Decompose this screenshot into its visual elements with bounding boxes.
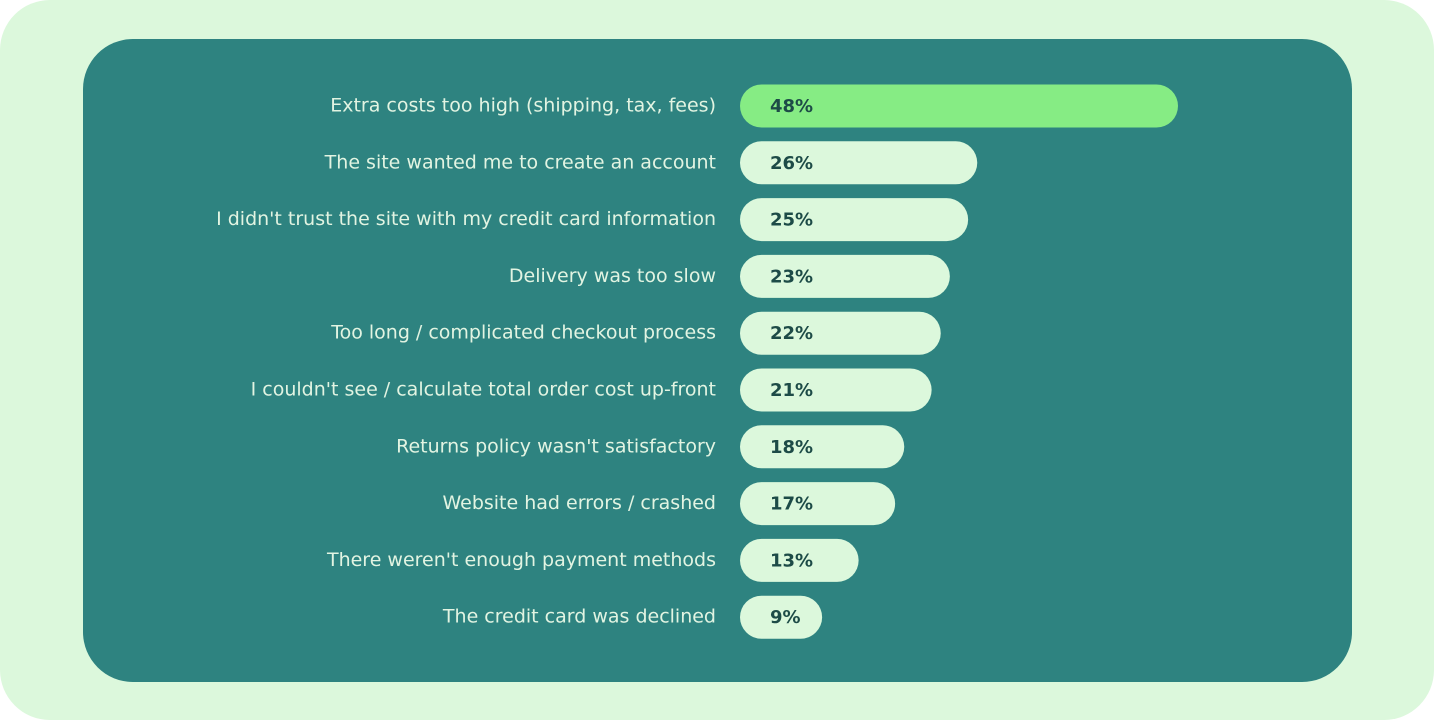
category-label: I didn't trust the site with my credit c… (216, 208, 716, 230)
value-label: 17% (770, 494, 813, 515)
bar (740, 141, 978, 185)
value-label: 21% (770, 380, 813, 401)
bar (740, 311, 941, 355)
bar (740, 198, 969, 242)
category-label: Extra costs too high (shipping, tax, fee… (330, 95, 716, 117)
value-label: 22% (770, 323, 813, 344)
category-label: There weren't enough payment methods (326, 549, 716, 571)
category-label: Too long / complicated checkout process (330, 322, 716, 344)
value-label: 13% (770, 550, 813, 571)
value-label: 18% (770, 437, 813, 458)
bar (740, 482, 896, 526)
bar (740, 425, 905, 469)
category-label: Website had errors / crashed (442, 492, 716, 514)
bar (740, 595, 823, 639)
category-label: Returns policy wasn't satisfactory (396, 435, 716, 457)
bar (740, 254, 950, 298)
bar (740, 368, 932, 412)
value-label: 26% (770, 153, 813, 174)
bar (740, 538, 859, 582)
category-label: The site wanted me to create an account (324, 151, 716, 173)
category-label: I couldn't see / calculate total order c… (251, 379, 716, 401)
value-label: 48% (770, 96, 813, 117)
chart-panel (83, 39, 1352, 682)
bar (740, 84, 1178, 128)
value-label: 23% (770, 266, 813, 287)
value-label: 25% (770, 210, 813, 231)
category-label: The credit card was declined (442, 606, 716, 628)
category-label: Delivery was too slow (509, 265, 716, 287)
value-label: 9% (770, 607, 801, 628)
